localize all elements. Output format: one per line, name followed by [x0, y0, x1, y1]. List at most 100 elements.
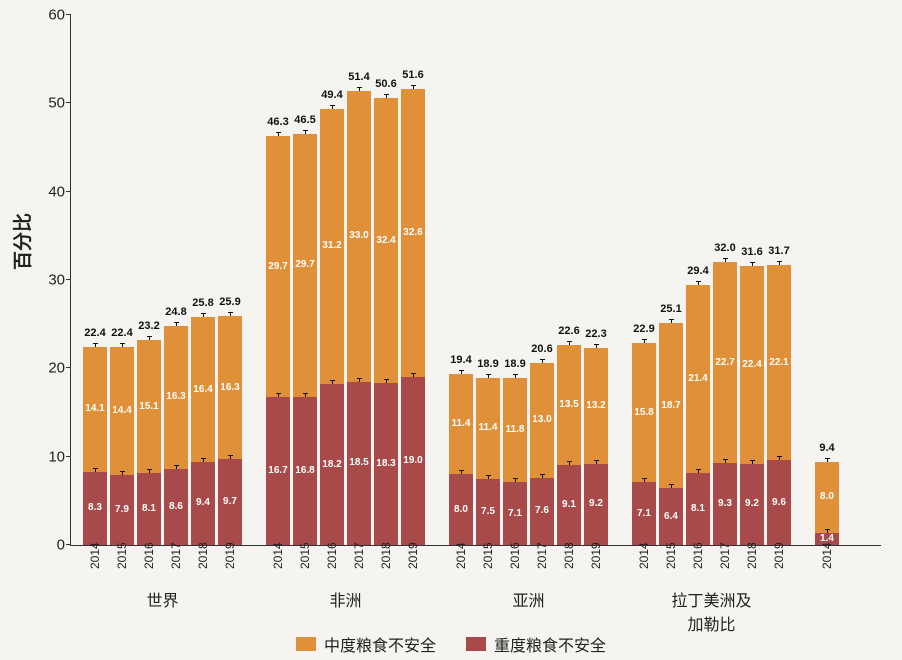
y-tick-mark — [66, 279, 71, 280]
moderate-value: 13.0 — [530, 414, 554, 425]
bar: 22.414.18.32014 — [83, 347, 107, 545]
bar: 18.911.47.52015 — [476, 378, 500, 545]
moderate-value: 15.8 — [632, 407, 656, 418]
bar: 51.632.619.02019 — [401, 89, 425, 545]
bar-group: 22.915.87.1201425.118.76.4201529.421.48.… — [632, 15, 791, 545]
moderate-value: 15.1 — [137, 401, 161, 412]
bar: 20.613.07.62017 — [530, 363, 554, 545]
legend-label-moderate: 中度粮食不安全 — [324, 632, 436, 656]
severe-value: 9.1 — [557, 499, 581, 510]
bar: 51.433.018.52017 — [347, 91, 371, 545]
total-label: 22.3 — [584, 328, 608, 340]
severe-value: 18.5 — [347, 457, 371, 468]
severe-value: 6.4 — [659, 511, 683, 522]
moderate-value: 29.7 — [266, 261, 290, 272]
x-year-label: 2014 — [271, 542, 285, 569]
bar: 22.414.47.92015 — [110, 347, 134, 545]
y-tick-mark — [66, 544, 71, 545]
severe-value: 9.2 — [740, 498, 764, 509]
group-label: 非洲 — [266, 587, 425, 611]
moderate-value: 18.7 — [659, 400, 683, 411]
severe-value: 7.1 — [503, 508, 527, 519]
x-year-label: 2019 — [589, 542, 603, 569]
moderate-value: 32.4 — [374, 235, 398, 246]
legend-item-severe: 重度粮食不安全 — [466, 632, 606, 656]
severe-value: 7.1 — [632, 508, 656, 519]
severe-value: 9.2 — [584, 498, 608, 509]
y-tick: 20 — [48, 360, 71, 377]
x-year-label: 2017 — [169, 542, 183, 569]
total-label: 22.4 — [110, 327, 134, 339]
bar: 49.431.218.22016 — [320, 109, 344, 545]
x-year-label: 2018 — [745, 542, 759, 569]
total-label: 46.5 — [293, 114, 317, 126]
moderate-value: 13.2 — [584, 400, 608, 411]
severe-value: 9.3 — [713, 498, 737, 509]
bar: 25.916.39.72019 — [218, 316, 242, 545]
total-label: 20.6 — [530, 343, 554, 355]
bar: 22.915.87.12014 — [632, 343, 656, 545]
y-tick-mark — [66, 102, 71, 103]
bar: 9.48.01.42014 — [815, 462, 839, 545]
moderate-value: 14.1 — [83, 403, 107, 414]
total-label: 29.4 — [686, 265, 710, 277]
severe-value: 8.1 — [137, 503, 161, 514]
bar: 32.022.79.32017 — [713, 262, 737, 545]
total-label: 25.9 — [218, 296, 242, 308]
total-label: 22.4 — [83, 327, 107, 339]
total-label: 31.7 — [767, 245, 791, 257]
bar: 31.622.49.22018 — [740, 266, 764, 545]
bar: 46.529.716.82015 — [293, 134, 317, 545]
y-tick: 30 — [48, 272, 71, 289]
x-year-label: 2014 — [820, 542, 834, 569]
moderate-value: 31.2 — [320, 240, 344, 251]
total-label: 18.9 — [476, 358, 500, 370]
severe-value: 16.8 — [293, 465, 317, 476]
y-tick: 50 — [48, 95, 71, 112]
total-label: 32.0 — [713, 242, 737, 254]
moderate-value: 14.4 — [110, 405, 134, 416]
y-tick: 40 — [48, 183, 71, 200]
legend-label-severe: 重度粮食不安全 — [494, 632, 606, 656]
total-label: 22.9 — [632, 323, 656, 335]
moderate-value: 16.3 — [164, 391, 188, 402]
x-year-label: 2017 — [535, 542, 549, 569]
severe-value: 8.1 — [686, 503, 710, 514]
legend-item-moderate: 中度粮食不安全 — [296, 632, 436, 656]
x-year-label: 2019 — [772, 542, 786, 569]
bar: 22.313.29.22019 — [584, 348, 608, 545]
total-label: 18.9 — [503, 358, 527, 370]
total-label: 23.2 — [137, 320, 161, 332]
bar: 29.421.48.12016 — [686, 285, 710, 545]
legend-swatch-moderate — [296, 637, 316, 651]
plot-area: 22.414.18.3201422.414.47.9201523.215.18.… — [70, 15, 881, 546]
bar: 23.215.18.12016 — [137, 340, 161, 545]
severe-value: 8.3 — [83, 502, 107, 513]
x-year-label: 2018 — [196, 542, 210, 569]
x-year-label: 2014 — [637, 542, 651, 569]
total-label: 24.8 — [164, 306, 188, 318]
total-label: 9.4 — [815, 442, 839, 454]
bar: 24.816.38.62017 — [164, 326, 188, 545]
x-year-label: 2016 — [142, 542, 156, 569]
severe-value: 9.6 — [767, 497, 791, 508]
y-tick: 60 — [48, 7, 71, 24]
moderate-value: 16.3 — [218, 382, 242, 393]
severe-value: 8.0 — [449, 504, 473, 515]
x-year-label: 2016 — [325, 542, 339, 569]
bar: 22.613.59.12018 — [557, 345, 581, 545]
moderate-value: 22.1 — [767, 357, 791, 368]
legend: 中度粮食不安全 重度粮食不安全 — [0, 632, 902, 656]
y-tick-mark — [66, 367, 71, 368]
x-year-label: 2015 — [298, 542, 312, 569]
bar: 18.911.87.12016 — [503, 378, 527, 545]
y-tick: 10 — [48, 448, 71, 465]
bar: 25.816.49.42018 — [191, 317, 215, 545]
total-label: 49.4 — [320, 89, 344, 101]
y-tick-mark — [66, 191, 71, 192]
y-axis-label: 百分比 — [8, 213, 35, 270]
group-label: 拉丁美洲及加勒比 — [632, 587, 791, 635]
total-label: 46.3 — [266, 116, 290, 128]
y-tick-mark — [66, 14, 71, 15]
severe-value: 7.6 — [530, 505, 554, 516]
